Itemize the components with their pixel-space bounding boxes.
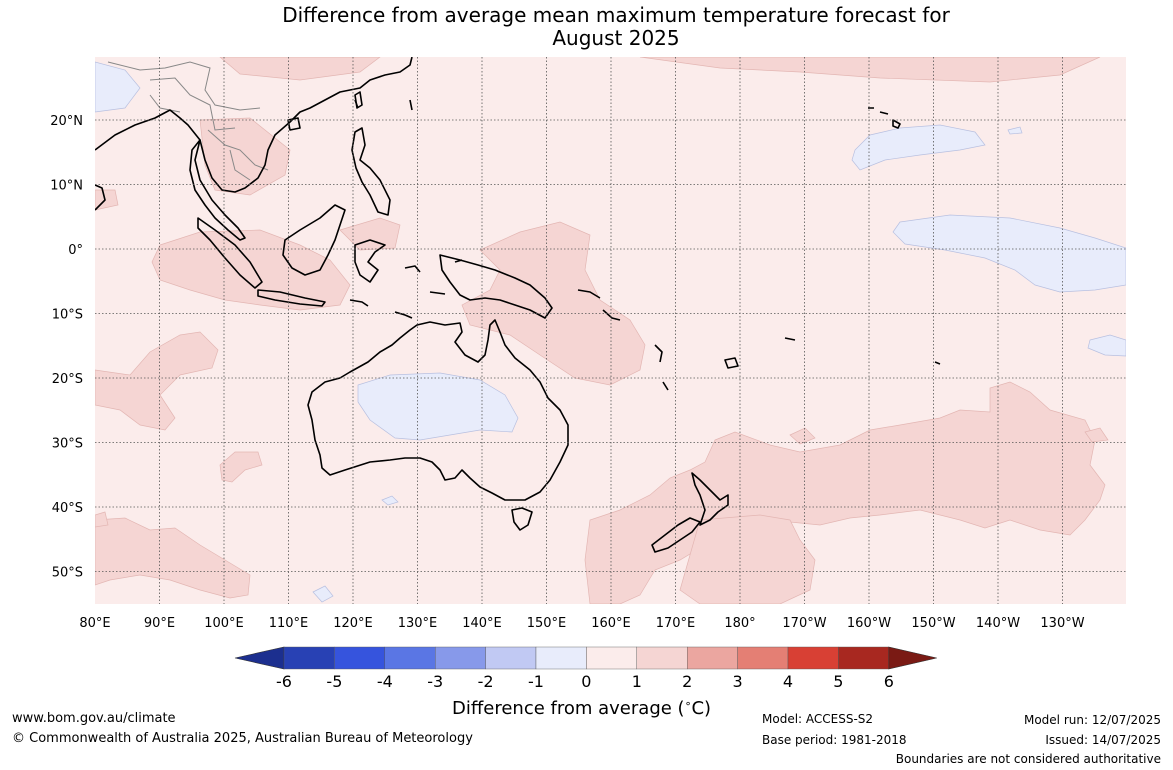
latitude-label: 20°N <box>50 114 83 129</box>
colorbar-segment <box>485 646 537 670</box>
colorbar-tick-label: 1 <box>632 672 642 691</box>
colorbar-label-text: Difference from average ( <box>452 698 685 719</box>
colorbar-segment <box>384 646 436 670</box>
colorbar-tick-label: 6 <box>884 672 894 691</box>
sumatra-coast <box>197 217 263 289</box>
colorbar-tick-label: 5 <box>833 672 843 691</box>
tasmania-coast <box>511 507 533 531</box>
colorbar-segment <box>636 646 688 670</box>
colorbar-label: Difference from average (∘C) <box>452 697 711 719</box>
colorbar-segment <box>687 646 738 670</box>
footer-issued: Issued: 14/07/2025 <box>1045 733 1161 747</box>
title-line-1: Difference from average mean maximum tem… <box>282 3 950 27</box>
longitude-label: 160°E <box>591 616 631 631</box>
malay-peninsula-coast <box>189 139 246 241</box>
longitude-label: 100°E <box>204 616 244 631</box>
colorbar-unit: C) <box>691 698 712 719</box>
colorbar-tick-labels: -6 -5 -4 -3 -2 -1 0 1 2 3 4 5 6 <box>276 672 894 691</box>
colorbar-tick-label: 0 <box>581 672 591 691</box>
new-guinea-coast <box>439 254 553 319</box>
latitude-label: 40°S <box>52 501 83 516</box>
colorbar-tick-label: -5 <box>326 672 342 691</box>
colorbar-segment <box>283 646 335 670</box>
title-line-2: August 2025 <box>552 26 680 50</box>
footer-url[interactable]: www.bom.gov.au/climate <box>12 711 176 726</box>
mainland-asia-coast <box>95 57 413 193</box>
country-boundaries <box>107 61 269 181</box>
sulawesi-coast <box>354 239 386 283</box>
australia-coast <box>307 319 569 501</box>
colorbar-tick-label: 4 <box>783 672 793 691</box>
colorbar-extend-high <box>888 646 937 670</box>
footer-model: Model: ACCESS-S2 <box>762 712 874 726</box>
footer-model-run: Model run: 12/07/2025 <box>1023 713 1161 727</box>
colorbar-segment <box>787 646 839 670</box>
latitude-labels: 20°N 10°N 0° 10°S 20°S 30°S 40°S 50°S <box>50 114 83 581</box>
footer-base-period: Base period: 1981-2018 <box>762 733 907 747</box>
colorbar-tick-label: -6 <box>276 672 292 691</box>
colorbar-extend-low <box>234 646 285 670</box>
colorbar-segment <box>535 646 587 670</box>
footer-disclaimer: Boundaries are not considered authoritat… <box>895 752 1161 766</box>
colorbar-degree: ∘ <box>684 697 692 710</box>
map-panel <box>95 57 1126 604</box>
colorbar-tick-label: -4 <box>377 672 393 691</box>
coastlines <box>95 57 941 553</box>
borneo-coast <box>282 204 346 276</box>
longitude-label: 180° <box>724 616 755 631</box>
graticule <box>95 57 1126 604</box>
nz-south-island <box>651 517 701 553</box>
longitude-label: 90°E <box>144 616 175 631</box>
colorbar-segment <box>838 646 890 670</box>
colorbar-segment <box>737 646 789 670</box>
longitude-label: 170°E <box>656 616 696 631</box>
longitude-label: 80°E <box>79 616 110 631</box>
map-title: Difference from average mean maximum tem… <box>0 4 1173 50</box>
india-coast <box>95 184 106 211</box>
longitude-label: 120°E <box>333 616 373 631</box>
colorbar-segment <box>334 646 385 670</box>
nz-north-island <box>691 472 729 526</box>
colorbar-tick-label: -2 <box>478 672 494 691</box>
colorbar-segment <box>435 646 486 670</box>
philippines-coast <box>351 127 391 216</box>
latitude-label: 10°N <box>50 179 83 194</box>
latitude-label: 10°S <box>52 308 83 323</box>
latitude-label: 50°S <box>52 566 83 581</box>
longitude-label: 150°W <box>911 616 955 631</box>
latitude-label: 30°S <box>52 437 83 452</box>
hawaii-islands <box>868 107 901 129</box>
longitude-label: 160°W <box>847 616 891 631</box>
longitude-label: 130°E <box>398 616 438 631</box>
hainan-coast <box>287 117 301 131</box>
java-coast <box>257 289 326 307</box>
longitude-label: 140°W <box>976 616 1020 631</box>
colorbar-tick-label: -1 <box>528 672 544 691</box>
longitude-label: 140°E <box>462 616 502 631</box>
longitude-label: 110°E <box>269 616 309 631</box>
colorbar-segment <box>586 646 638 670</box>
colorbar-tick-label: 2 <box>682 672 692 691</box>
colorbar-tick-label: -3 <box>427 672 443 691</box>
colorbar-tick-label: 3 <box>733 672 743 691</box>
longitude-labels: 80°E 90°E 100°E 110°E 120°E 130°E 140°E 150°E 16… <box>79 616 1084 631</box>
footer-copyright: © Commonwealth of Australia 2025, Austra… <box>12 731 473 746</box>
latitude-label: 20°S <box>52 372 83 387</box>
colorbar <box>234 646 937 670</box>
anomaly-1-2-regions <box>95 57 1109 604</box>
longitude-label: 130°W <box>1040 616 1084 631</box>
latitude-label: 0° <box>68 243 83 258</box>
anomaly-neg1-0-regions <box>95 61 1126 603</box>
longitude-label: 150°E <box>527 616 567 631</box>
longitude-label: 170°W <box>782 616 826 631</box>
